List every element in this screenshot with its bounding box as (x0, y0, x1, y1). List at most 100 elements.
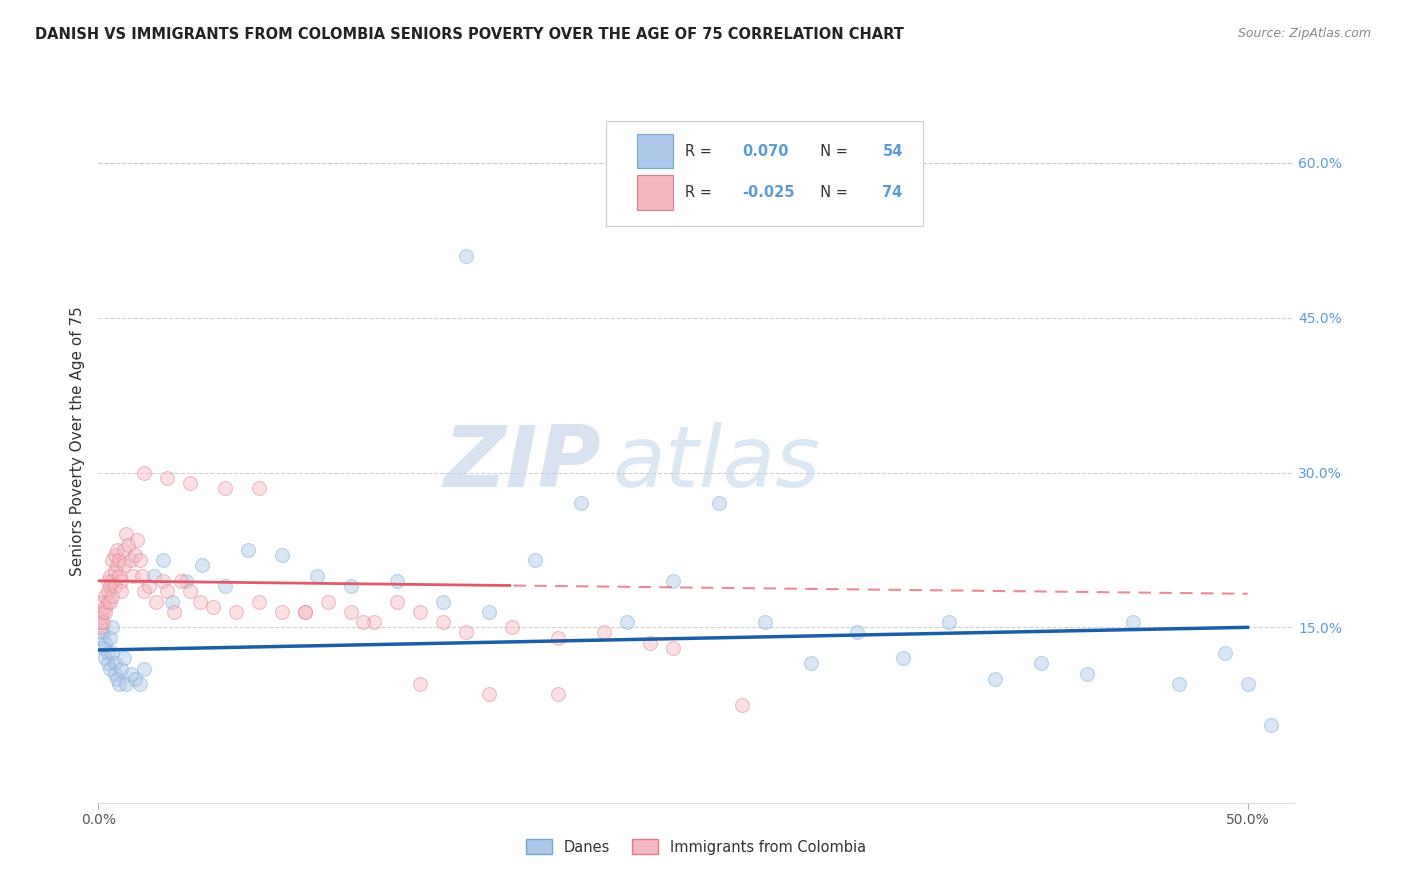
Text: -0.025: -0.025 (742, 186, 794, 200)
Point (101, 574, 124, 588)
Point (340, 605, 363, 619)
Point (110, 574, 132, 588)
Point (247, 481, 270, 495)
Point (179, 584, 201, 599)
Point (225, 605, 247, 619)
Point (214, 481, 236, 495)
Text: Source: ZipAtlas.com: Source: ZipAtlas.com (1237, 27, 1371, 40)
Point (432, 594, 454, 608)
FancyBboxPatch shape (637, 176, 673, 210)
Point (501, 620, 523, 634)
Point (160, 594, 183, 608)
Point (124, 672, 146, 686)
Point (124, 548, 146, 562)
Text: N =: N = (811, 186, 852, 200)
Text: DANISH VS IMMIGRANTS FROM COLOMBIA SENIORS POVERTY OVER THE AGE OF 75 CORRELATIO: DANISH VS IMMIGRANTS FROM COLOMBIA SENIO… (35, 27, 904, 42)
Point (108, 568, 131, 582)
Point (97, 657, 120, 671)
Point (271, 548, 294, 562)
Point (110, 662, 132, 676)
Point (105, 542, 128, 557)
Point (108, 553, 131, 567)
Point (478, 687, 501, 701)
Text: R =: R = (685, 186, 721, 200)
Point (478, 605, 501, 619)
Point (754, 615, 776, 630)
Point (152, 553, 174, 567)
Point (569, 496, 592, 510)
Text: 74: 74 (883, 186, 903, 200)
Text: N =: N = (811, 144, 852, 159)
Point (731, 698, 754, 712)
Point (1029, 657, 1052, 671)
Point (134, 466, 156, 480)
Point (120, 553, 142, 567)
Point (128, 677, 150, 691)
Point (117, 538, 139, 552)
Point (105, 558, 128, 573)
Point (1260, 718, 1282, 732)
Point (152, 574, 174, 588)
Point (108, 677, 131, 691)
Point (214, 579, 236, 593)
Y-axis label: Seniors Poverty Over the Age of 75: Seniors Poverty Over the Age of 75 (69, 307, 84, 576)
Point (90, 620, 112, 634)
Point (352, 615, 374, 630)
Text: ZIP: ZIP (443, 422, 600, 505)
Point (170, 574, 193, 588)
Point (105, 672, 128, 686)
FancyBboxPatch shape (606, 121, 922, 227)
Point (138, 579, 160, 593)
Point (1122, 615, 1144, 630)
Point (145, 594, 167, 608)
Point (547, 687, 569, 701)
Point (97, 574, 120, 588)
Point (103, 548, 125, 562)
Point (91, 625, 114, 640)
Point (127, 533, 149, 547)
Point (112, 651, 135, 665)
Point (91, 605, 114, 619)
Point (134, 584, 156, 599)
Point (363, 615, 385, 630)
Point (94, 599, 117, 614)
Point (409, 605, 432, 619)
Point (90, 631, 112, 645)
Point (800, 657, 823, 671)
Point (662, 640, 685, 655)
Point (98, 662, 121, 676)
Point (163, 605, 186, 619)
Point (202, 599, 225, 614)
Point (984, 672, 1007, 686)
Point (94, 636, 117, 650)
Point (120, 666, 142, 681)
Point (98, 631, 121, 645)
Point (305, 568, 328, 582)
Point (98, 568, 121, 582)
Point (385, 574, 409, 588)
Point (115, 527, 138, 541)
Point (103, 579, 125, 593)
Point (98, 594, 121, 608)
FancyBboxPatch shape (637, 134, 673, 169)
Point (90, 610, 112, 624)
Point (188, 594, 211, 608)
Point (101, 620, 124, 634)
Point (94, 590, 117, 604)
Point (938, 615, 960, 630)
Point (191, 558, 214, 573)
Text: R =: R = (685, 144, 721, 159)
Point (103, 564, 125, 578)
Point (101, 553, 124, 567)
Point (340, 579, 363, 593)
Point (97, 594, 120, 608)
Text: 54: 54 (883, 144, 903, 159)
Point (638, 636, 661, 650)
Point (97, 584, 120, 599)
Point (90, 615, 112, 630)
Point (456, 625, 478, 640)
Point (91, 594, 114, 608)
Point (524, 553, 547, 567)
Point (294, 605, 316, 619)
Point (247, 594, 270, 608)
